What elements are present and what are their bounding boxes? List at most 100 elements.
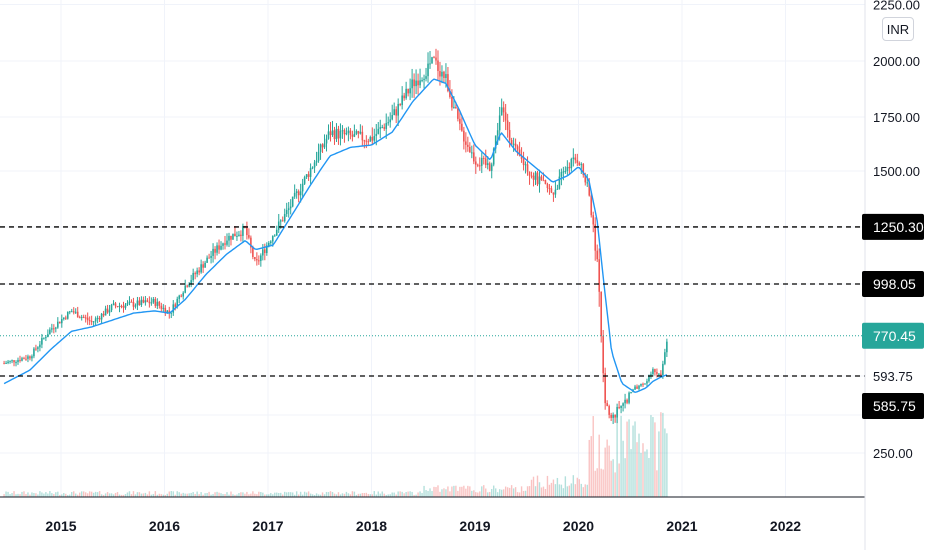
volume-bar	[429, 488, 431, 497]
candle-body	[415, 80, 417, 87]
volume-bar	[166, 493, 168, 497]
volume-bar	[459, 486, 461, 497]
candle-body	[403, 95, 405, 99]
candle-body	[256, 259, 258, 261]
candle-body	[269, 241, 272, 243]
candle-body	[582, 164, 585, 176]
price-axis[interactable]: 2250.00 2000.00 1750.00 1500.00 250.00	[873, 0, 920, 461]
candle-body	[616, 407, 618, 418]
candle-body	[488, 163, 491, 171]
candle-body	[514, 143, 517, 147]
candle-body	[666, 341, 668, 353]
candle-body	[313, 162, 316, 168]
volume-bar	[240, 492, 242, 497]
volume-bar	[385, 494, 387, 497]
candle-body	[459, 118, 461, 124]
price-tick-label: 1750.00	[873, 110, 920, 125]
candle-body	[31, 356, 33, 359]
candle-body	[546, 184, 549, 189]
volume-bar	[373, 491, 375, 497]
candle-body	[43, 337, 45, 339]
volume-bar	[67, 494, 69, 497]
candle-body	[66, 312, 69, 319]
volume-bar	[55, 492, 57, 497]
volume-bar	[534, 486, 537, 497]
volume-bar	[288, 492, 290, 497]
candle-body	[172, 304, 175, 313]
candle-body	[283, 214, 286, 222]
candle-body	[84, 317, 87, 319]
volume-bar	[110, 493, 113, 497]
volume-bar	[536, 475, 539, 497]
price-tick-label: 2000.00	[873, 54, 920, 69]
candle-body	[457, 108, 459, 119]
candle-body	[160, 305, 163, 309]
volume-bar	[642, 443, 644, 497]
volume-bar	[339, 494, 342, 497]
candle-body	[371, 136, 374, 141]
candle-body	[486, 163, 489, 166]
candle-body	[212, 248, 214, 256]
candle-body	[242, 226, 244, 236]
candle-body	[325, 138, 328, 144]
volume-bar	[604, 447, 606, 497]
volume-bar	[596, 468, 598, 497]
candle-body	[606, 403, 608, 407]
candle-body	[82, 316, 85, 318]
candle-body	[560, 172, 563, 177]
volume-bar	[451, 486, 453, 497]
candle-body	[150, 302, 153, 304]
volume-bar	[477, 492, 479, 497]
volume-bar	[646, 449, 648, 497]
candle-body	[518, 149, 521, 156]
candle-body	[281, 220, 284, 222]
volume-bar	[496, 492, 499, 497]
candle-body	[439, 71, 441, 77]
time-axis[interactable]: 2015 2016 2017 2018 2019 2020 2021 2022	[45, 518, 801, 534]
candle-body	[19, 359, 21, 361]
volume-bar	[250, 493, 252, 497]
candle-body	[88, 320, 91, 322]
volume-bar	[479, 491, 481, 497]
volume-bar	[228, 494, 230, 497]
candle-body	[319, 144, 322, 152]
candle-body	[248, 235, 250, 238]
candle-body	[478, 165, 481, 167]
volume-bar	[140, 493, 143, 497]
candle-body	[124, 304, 127, 308]
candle-body	[484, 158, 487, 166]
volume-bar	[256, 494, 258, 497]
volume-bar	[92, 492, 95, 497]
candle-body	[301, 183, 304, 192]
volume-bar	[371, 494, 373, 497]
volume-bar	[447, 486, 449, 497]
candle-body	[363, 140, 366, 142]
volume-bar	[413, 494, 415, 497]
candle-body	[128, 301, 131, 304]
time-tick-label: 2018	[356, 518, 387, 534]
volume-bar	[504, 486, 507, 497]
candle-body	[387, 122, 390, 124]
volume-bar	[9, 494, 11, 497]
candle-body	[23, 358, 25, 360]
candle-body	[600, 291, 602, 336]
volume-bar	[15, 494, 17, 497]
volume-bar	[485, 488, 487, 497]
volume-bar	[423, 485, 425, 497]
volume-bar	[260, 491, 262, 497]
volume-bar	[498, 489, 501, 497]
candle-body	[156, 301, 159, 306]
candle-body	[614, 414, 616, 418]
candle-body	[476, 164, 479, 166]
volume-bar	[81, 491, 83, 497]
volume-bar	[51, 493, 53, 497]
volume-bar	[544, 488, 547, 497]
volume-bar	[7, 491, 9, 497]
volume-bar	[282, 494, 284, 497]
candle-body	[395, 109, 397, 116]
currency-label[interactable]: INR	[882, 17, 914, 41]
candle-body	[21, 358, 23, 361]
candle-body	[385, 123, 388, 129]
volume-bar	[266, 494, 268, 497]
